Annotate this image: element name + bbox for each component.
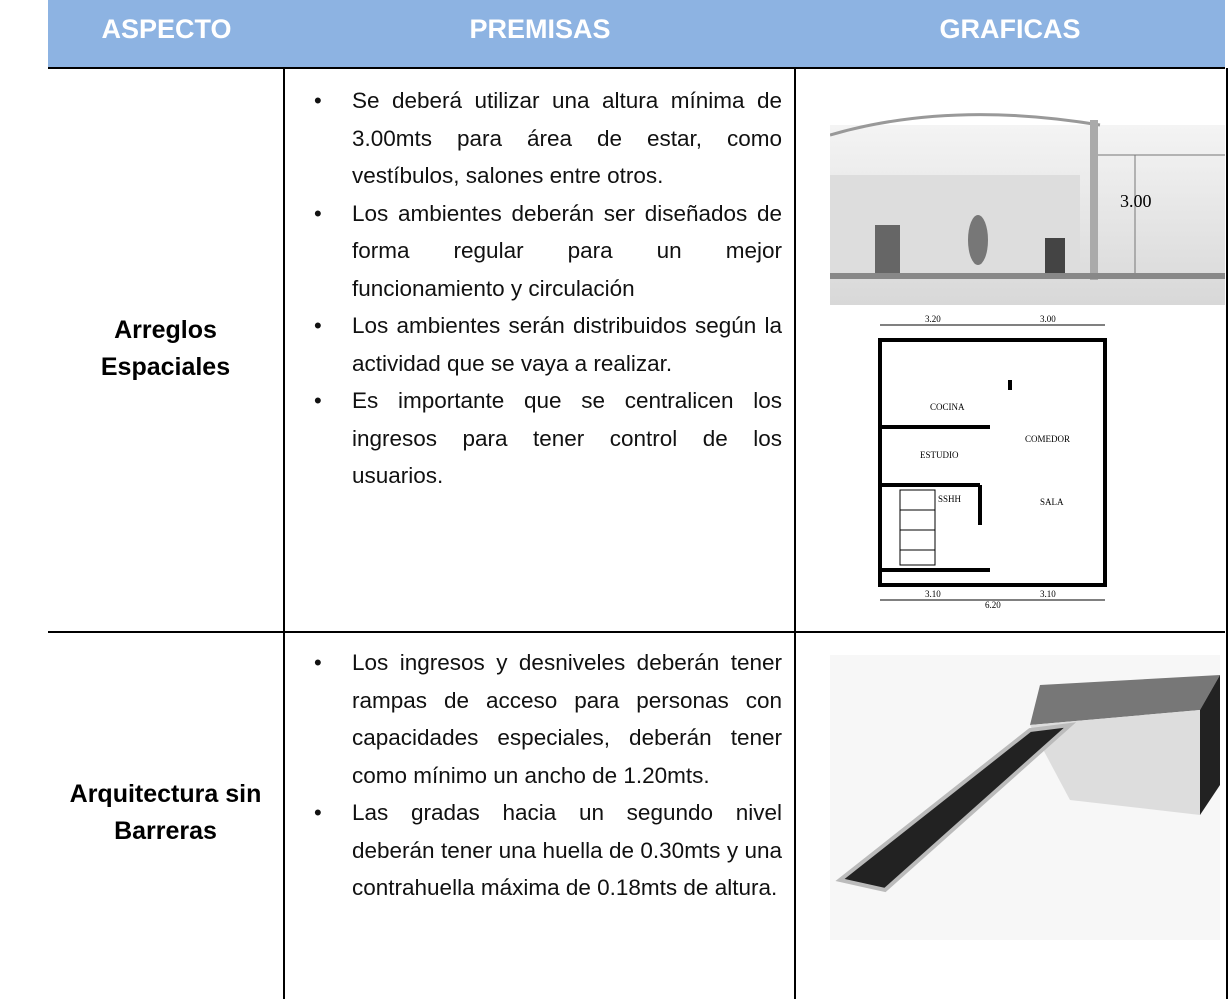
room-label: ESTUDIO <box>920 450 959 460</box>
room-label: COMEDOR <box>1025 434 1070 444</box>
premises-list: Los ingresos y desniveles deberán tener … <box>314 644 782 907</box>
border <box>48 631 1225 633</box>
border <box>48 67 1225 69</box>
header-band <box>48 0 1225 68</box>
border <box>283 68 285 999</box>
premise-item: Es importante que se centralicen los ing… <box>314 382 782 495</box>
room-label: SALA <box>1040 497 1064 507</box>
room-label: COCINA <box>930 402 965 412</box>
dimension-label: 3.00 <box>1120 191 1152 211</box>
premise-item: Se deberá utilizar una altura mínima de … <box>314 82 782 195</box>
dimension-label: 3.20 <box>925 314 941 324</box>
dimension-label: 6.20 <box>985 600 1001 610</box>
dimension-label: 3.00 <box>1040 314 1056 324</box>
header-cell: PREMISAS <box>469 14 611 44</box>
border <box>794 68 796 999</box>
premise-item: Los ambientes serán distribuidos según l… <box>314 307 782 382</box>
section-graphic: 3.00 <box>830 113 1225 305</box>
header-cell: GRAFICAS <box>939 14 1081 44</box>
premise-item: Las gradas hacia un segundo nivel deberá… <box>314 794 782 907</box>
premises-list: Se deberá utilizar una altura mínima de … <box>314 82 782 495</box>
dimension-label: 3.10 <box>925 589 941 599</box>
aspect-label: Arquitectura sin Barreras <box>69 780 262 845</box>
header-cell: ASPECTO <box>101 14 232 44</box>
ramp-graphic <box>830 655 1220 940</box>
room-label: SSHH <box>938 494 962 504</box>
aspect-label: Arreglos Espaciales <box>100 316 231 381</box>
floor-plan: 3.20 3.00 3.10 3.10 6.20 COCINA ESTUDIO … <box>878 314 1107 610</box>
border <box>1226 68 1228 999</box>
dimension-label: 3.10 <box>1040 589 1056 599</box>
premise-item: Los ambientes deberán ser diseñados de f… <box>314 195 782 308</box>
premise-item: Los ingresos y desniveles deberán tener … <box>314 644 782 794</box>
